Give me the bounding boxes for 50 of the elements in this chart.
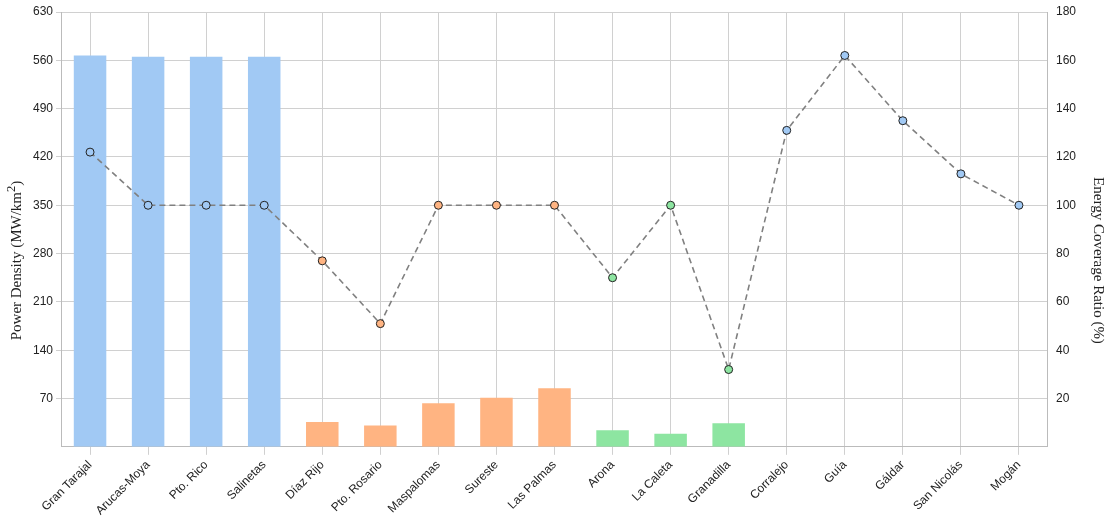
bar [712,423,745,447]
bar [422,403,455,447]
bar [654,433,687,447]
y-tick-label: 630 [32,4,54,19]
point [317,256,327,266]
point [782,125,792,135]
x-tick-label: Pto. Rico [166,457,211,502]
point [956,169,966,179]
y2-tick-label: 160 [1055,52,1077,67]
bar [306,421,339,447]
point [666,200,676,210]
y2-tick-label: 20 [1055,390,1070,405]
point [1014,200,1024,210]
point [608,273,618,283]
y-tick-label: 490 [32,100,54,115]
y-tick-label: 140 [32,342,54,357]
x-tick-label: Guía [820,457,850,486]
bar [480,397,513,447]
y-tick-label: 70 [39,390,54,405]
bar [596,430,629,447]
y2-tick-label: 180 [1055,4,1077,19]
y-tick-label: 560 [32,52,54,67]
y-tick-label: 280 [32,245,54,260]
y2-tick-label: 100 [1055,197,1077,212]
point [550,200,559,210]
bar [189,56,223,447]
point [491,200,501,210]
bar [247,56,281,447]
point [201,200,211,210]
y2-tick-label: 80 [1055,245,1070,260]
bar [538,388,571,447]
y2-tick-label: 140 [1055,100,1077,115]
y-tick-label: 420 [32,149,54,164]
point [840,50,850,60]
y2-tick-label: 60 [1055,294,1070,309]
point [259,200,269,210]
y2-axis-title: Energy Coverage Ratio (%) [1089,177,1107,344]
y-tick-label: 350 [32,197,54,212]
point [898,116,908,126]
bar [364,425,397,447]
y2-tick-label: 40 [1055,342,1070,357]
y-tick-label: 210 [32,294,54,309]
point [433,200,443,210]
bar [73,55,107,447]
point [85,147,95,157]
y2-tick-label: 120 [1055,149,1077,164]
point [724,365,734,375]
point [143,200,153,210]
point [375,319,385,329]
bar [131,56,165,447]
